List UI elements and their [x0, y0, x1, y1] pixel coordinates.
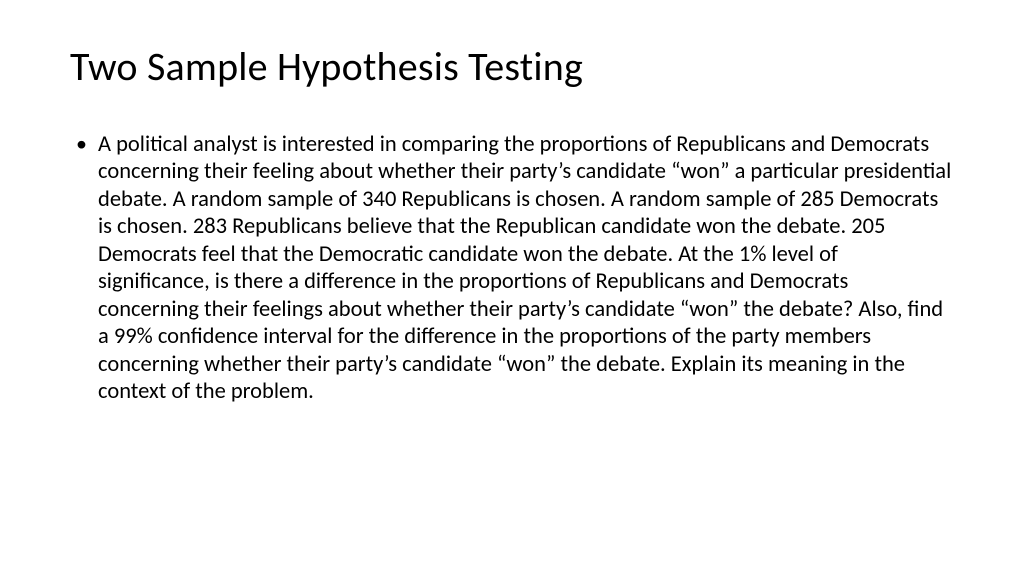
slide-title: Two Sample Hypothesis Testing [70, 42, 954, 91]
bullet-item: A political analyst is interested in com… [94, 131, 954, 405]
bullet-list: A political analyst is interested in com… [70, 131, 954, 405]
slide-container: Two Sample Hypothesis Testing A politica… [0, 0, 1024, 576]
